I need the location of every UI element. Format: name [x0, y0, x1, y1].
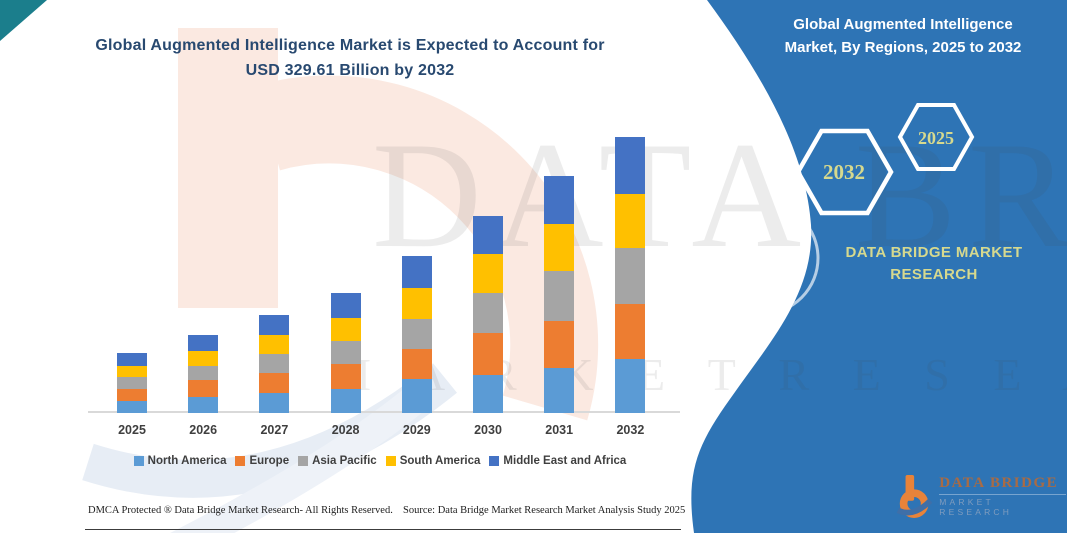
segment-2031-middle-east-and-africa: [544, 176, 575, 224]
segment-2027-asia-pacific: [259, 353, 290, 374]
x-tick-2031: 2031: [545, 423, 574, 437]
legend-item-europe: Europe: [235, 455, 289, 467]
legend-swatch-icon: [385, 456, 396, 466]
brand-text-line2: RESEARCH: [890, 265, 978, 283]
year-hexagon-badges: 2032 2025: [795, 103, 975, 216]
source-note: Source: Data Bridge Market Research Mark…: [403, 505, 686, 516]
segment-2032-europe: [615, 304, 646, 359]
chart-title-line2: USD 329.61 Billion by 2032: [245, 61, 455, 79]
legend-label: North America: [147, 455, 227, 467]
x-axis-line: [88, 411, 680, 413]
bar-2029: [401, 255, 432, 413]
bar-2025: [117, 352, 147, 413]
legend-label: Middle East and Africa: [503, 455, 627, 467]
segment-2030-middle-east-and-africa: [473, 215, 503, 254]
bar-2027: [259, 315, 290, 413]
segment-2026-asia-pacific: [188, 366, 219, 380]
segment-2028-europe: [330, 363, 361, 389]
brand-text: DATA BRIDGE MARKET RESEARCH: [798, 242, 1067, 286]
dmca-notice: DMCA Protected ® Data Bridge Market Rese…: [88, 505, 393, 516]
segment-2025-europe: [117, 388, 147, 401]
segment-2029-north-america: [401, 379, 432, 413]
segment-2026-south-america: [188, 351, 219, 367]
panel-heading-line1: Global Augmented Intelligence: [793, 16, 1013, 33]
segment-2025-north-america: [117, 400, 147, 413]
legend-item-north-america: North America: [133, 455, 227, 467]
segment-2030-north-america: [473, 374, 503, 413]
chart-title: Global Augmented Intelligence Market is …: [55, 34, 645, 84]
segment-2030-asia-pacific: [473, 292, 503, 334]
hexagon-2032-label: 2032: [823, 160, 865, 184]
x-tick-2028: 2028: [331, 423, 360, 437]
logo-subtext: MARKET RESEARCH: [939, 497, 1013, 517]
segment-2028-south-america: [330, 318, 361, 341]
bar-2028: [330, 293, 361, 413]
segment-2028-north-america: [330, 388, 361, 413]
panel-heading: Global Augmented Intelligence Market, By…: [752, 14, 1054, 59]
segment-2028-asia-pacific: [330, 340, 361, 364]
segment-2031-south-america: [544, 223, 575, 271]
chart-title-line1: Global Augmented Intelligence Market is …: [95, 37, 605, 54]
segment-2026-middle-east-and-africa: [188, 335, 219, 352]
chart-legend: North America Europe Asia Pacific South Ame…: [80, 455, 680, 467]
segment-2027-middle-east-and-africa: [259, 315, 290, 335]
segment-2032-middle-east-and-africa: [615, 137, 646, 194]
legend-swatch-icon: [489, 456, 500, 466]
hexagon-2025-label: 2025: [918, 128, 954, 148]
company-logo: DATA BRIDGE MARKET RESEARCH: [896, 470, 1066, 522]
segment-2031-asia-pacific: [544, 270, 575, 321]
segment-2026-north-america: [188, 396, 219, 413]
bar-2030: [473, 215, 503, 413]
segment-2027-north-america: [259, 392, 290, 413]
segment-2027-south-america: [259, 334, 290, 354]
segment-2032-asia-pacific: [615, 248, 646, 305]
panel-heading-line2: Market, By Regions, 2025 to 2032: [784, 38, 1022, 56]
legend-label: Europe: [249, 455, 290, 467]
segment-2030-europe: [473, 333, 503, 375]
bar-2026: [188, 335, 219, 413]
legend-swatch-icon: [235, 456, 246, 466]
segment-2030-south-america: [473, 253, 503, 293]
segment-2025-south-america: [117, 365, 147, 377]
company-logo-icon: [896, 475, 933, 518]
segment-2029-europe: [401, 348, 432, 380]
x-tick-2027: 2027: [260, 423, 289, 437]
x-tick-2030: 2030: [474, 423, 502, 437]
segment-2026-europe: [188, 379, 219, 397]
segment-2031-europe: [544, 320, 575, 368]
segment-2031-north-america: [544, 367, 575, 413]
segment-2025-asia-pacific: [117, 376, 147, 389]
bar-2032: [615, 137, 646, 413]
segment-2029-middle-east-and-africa: [401, 255, 432, 288]
bar-2031: [544, 176, 575, 413]
segment-2029-south-america: [401, 287, 432, 319]
legend-swatch-icon: [298, 456, 309, 466]
segment-2025-middle-east-and-africa: [117, 352, 147, 366]
brand-text-line1: DATA BRIDGE MARKET: [845, 244, 1023, 261]
stacked-bar-chart: 2025 2026 2027 2028 2029 2030 2031 2032: [88, 133, 680, 437]
segment-2028-middle-east-and-africa: [330, 293, 361, 318]
segment-2027-europe: [259, 373, 290, 393]
segment-2032-north-america: [615, 359, 646, 413]
legend-swatch-icon: [133, 456, 144, 466]
hexagon-2032: [795, 128, 894, 216]
legend-item-asia-pacific: Asia Pacific: [298, 455, 377, 467]
segment-2029-asia-pacific: [401, 318, 432, 349]
x-tick-2029: 2029: [402, 423, 431, 437]
x-tick-2026: 2026: [189, 423, 218, 437]
panel-background: [691, 0, 1067, 533]
x-tick-2032: 2032: [616, 423, 645, 437]
x-tick-2025: 2025: [118, 423, 146, 437]
hexagon-2025: [897, 103, 975, 171]
legend-label: Asia Pacific: [312, 455, 377, 467]
logo-wordmark: DATA BRIDGE: [939, 475, 1066, 495]
legend-item-middle-east-and-africa: Middle East and Africa: [489, 455, 626, 467]
legend-label: South America: [399, 455, 481, 467]
legend-item-south-america: South America: [385, 455, 481, 467]
bottom-border-line: [85, 529, 681, 530]
segment-2032-south-america: [615, 193, 646, 249]
